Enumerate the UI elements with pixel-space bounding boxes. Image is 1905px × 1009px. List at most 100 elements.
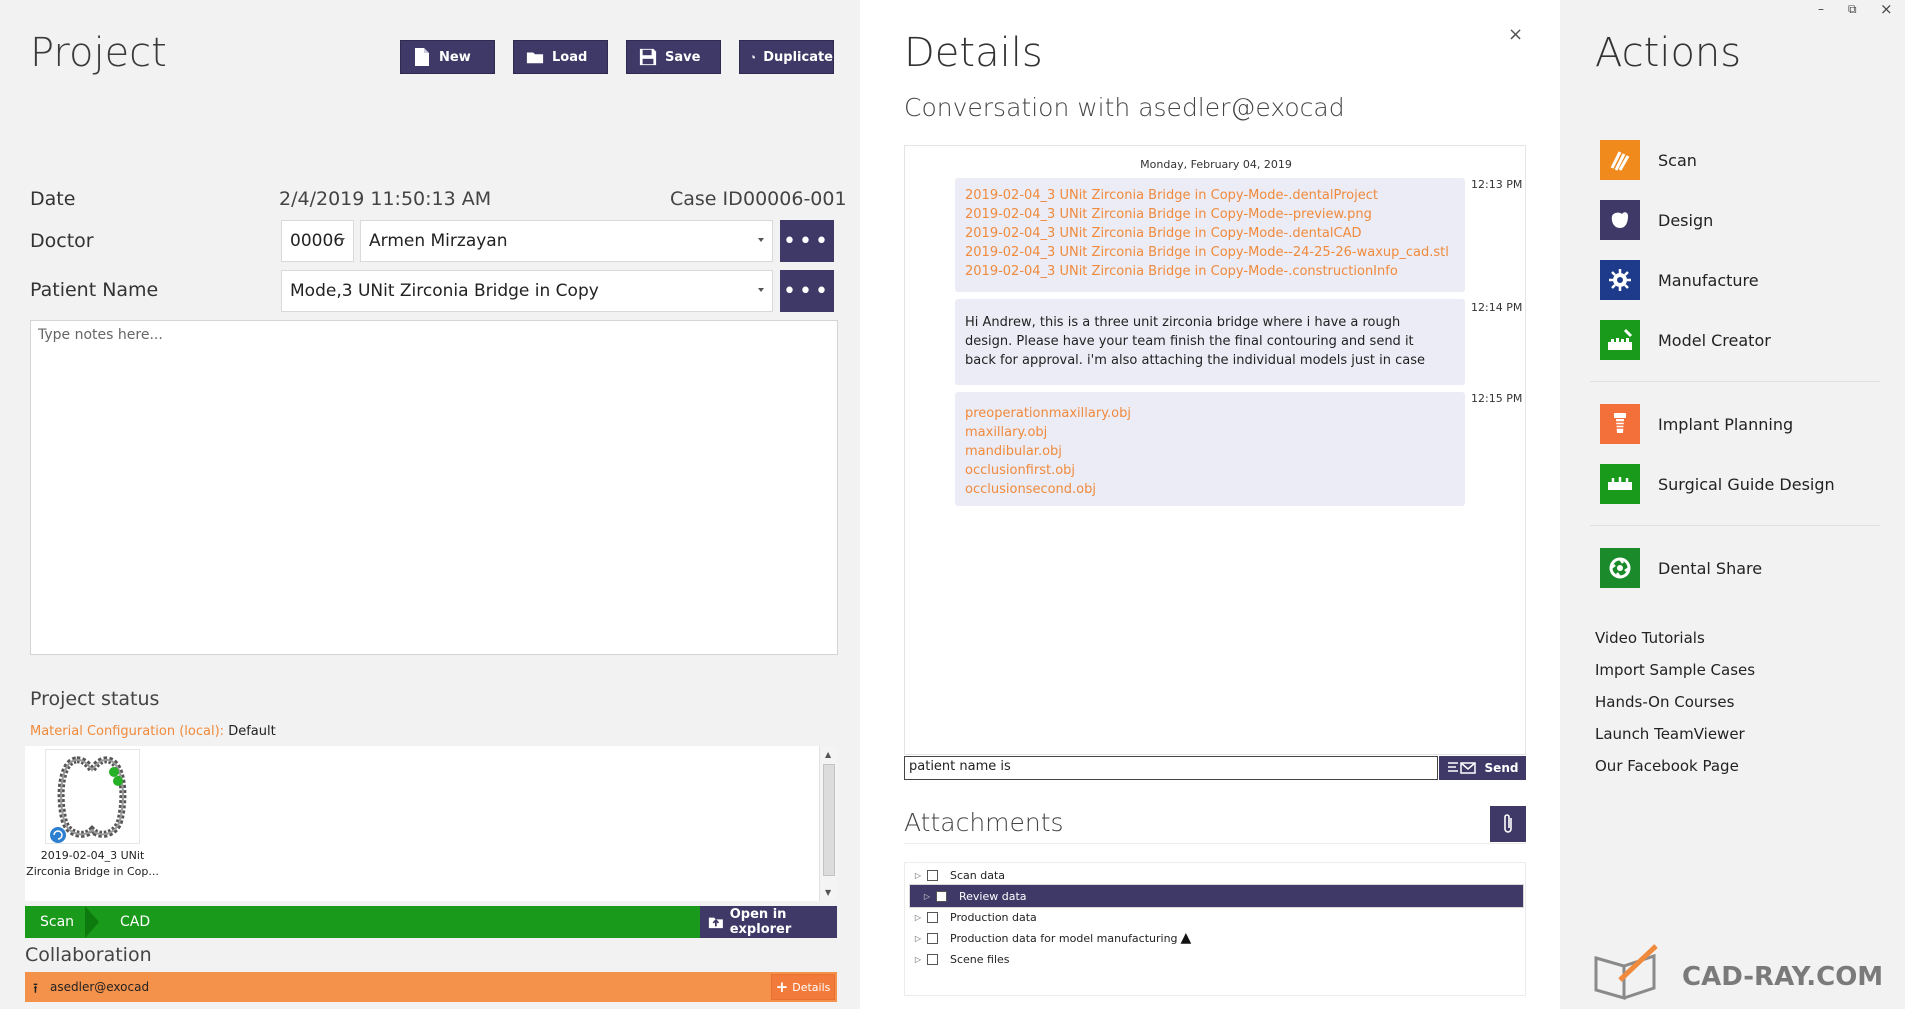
message-bubble: 2019-02-04_3 UNit Zirconia Bridge in Cop… [955, 178, 1465, 292]
expand-icon[interactable]: ▷ [914, 870, 922, 880]
attachment-row-review-data[interactable]: ▷ Review data [909, 884, 1524, 908]
load-button[interactable]: Load [513, 40, 608, 74]
brand-watermark: CAD-RAY.COM [1590, 940, 1890, 1002]
expand-icon[interactable]: ▷ [914, 933, 922, 943]
case-id-label: Case ID [670, 188, 743, 210]
checkbox[interactable] [927, 869, 938, 881]
brand-logo-icon [1594, 944, 1658, 1000]
expand-icon[interactable]: ▷ [914, 954, 922, 964]
hands-on-courses-link[interactable]: Hands-On Courses [1595, 693, 1735, 711]
notes-textarea[interactable]: Type notes here... [30, 320, 838, 655]
attachment-link[interactable]: 2019-02-04_3 UNit Zirconia Bridge in Cop… [965, 188, 1378, 203]
date-label: Date [30, 188, 76, 210]
action-manufacture[interactable]: Manufacture [1600, 260, 1890, 300]
thumbnails-scrollbar[interactable]: ▲ ▼ [819, 746, 837, 901]
scroll-up-icon[interactable]: ▲ [825, 750, 832, 759]
attachment-row-scan-data[interactable]: ▷ Scan data [909, 863, 1524, 887]
status-step-cad[interactable]: CAD [120, 914, 151, 930]
attachment-link[interactable]: 2019-02-04_3 UNit Zirconia Bridge in Cop… [965, 207, 1372, 222]
material-config-value: Default [228, 724, 276, 739]
project-thumbnail[interactable]: 2019-02-04_3 UNit Zirconia Bridge in Cop… [25, 746, 165, 896]
expand-icon[interactable]: ▷ [914, 912, 922, 922]
action-dental-share[interactable]: Dental Share [1600, 548, 1890, 588]
model-creator-icon [1600, 320, 1640, 360]
message-time: 12:15 PM [1471, 392, 1523, 405]
doctor-label: Doctor [30, 230, 94, 252]
checkbox[interactable] [927, 953, 938, 965]
doctor-code-select[interactable]: 00006 [281, 220, 354, 262]
message-input[interactable]: patient name is [904, 756, 1438, 780]
save-icon [639, 48, 657, 66]
attachments-divider [904, 843, 1526, 844]
project-thumbnails: 2019-02-04_3 UNit Zirconia Bridge in Cop… [25, 746, 837, 901]
close-details-icon[interactable]: × [1508, 24, 1524, 45]
message-bubble: Hi Andrew, this is a three unit zirconia… [955, 299, 1465, 385]
design-icon [1600, 200, 1640, 240]
attachment-link[interactable]: occlusionsecond.obj [965, 482, 1096, 497]
checkbox[interactable] [936, 890, 947, 902]
scrollbar-thumb[interactable] [823, 764, 835, 876]
attachment-link[interactable]: maxillary.obj [965, 425, 1048, 440]
attachment-link[interactable]: occlusionfirst.obj [965, 463, 1076, 478]
new-button[interactable]: New [400, 40, 495, 74]
paperclip-icon [1504, 814, 1512, 833]
message-text: back for approval. i'm also attaching th… [965, 353, 1426, 368]
attachment-link[interactable]: mandibular.obj [965, 444, 1062, 459]
conversation-view[interactable]: Monday, February 04, 2019 2019-02-04_3 U… [904, 145, 1526, 755]
collaboration-details-button[interactable]: + Details [771, 974, 835, 1000]
brand-text: CAD-RAY.COM [1682, 962, 1884, 992]
manufacture-icon [1600, 260, 1640, 300]
dental-arch-graphic [50, 756, 127, 843]
save-button[interactable]: Save [626, 40, 721, 74]
patient-more-button[interactable]: ••• [780, 270, 834, 312]
action-surgical-guide-design[interactable]: Surgical Guide Design [1600, 464, 1890, 504]
doctor-more-button[interactable]: ••• [780, 220, 834, 262]
import-sample-cases-link[interactable]: Import Sample Cases [1595, 661, 1756, 679]
facebook-page-link[interactable]: Our Facebook Page [1595, 757, 1739, 775]
patient-name-select[interactable]: Mode,3 UNit Zirconia Bridge in Copy [281, 270, 773, 312]
attachment-link[interactable]: 2019-02-04_3 UNit Zirconia Bridge in Cop… [965, 245, 1449, 260]
chevron-down-icon [758, 288, 764, 292]
window-close-icon[interactable]: × [1880, 0, 1893, 18]
conversation-subtitle: Conversation with asedler@exocad [904, 93, 1345, 122]
patient-name-label: Patient Name [30, 279, 159, 301]
collaboration-user: asedler@exocad [50, 980, 150, 994]
open-in-explorer-button[interactable]: Open in explorer [700, 906, 837, 938]
action-scan[interactable]: Scan [1600, 140, 1890, 180]
actions-separator [1590, 381, 1880, 382]
attachment-row-scene-files[interactable]: ▷ Scene files [909, 947, 1524, 971]
attachment-row-production-model-data[interactable]: ▷ Production data for model manufacturing… [909, 926, 1524, 950]
action-implant-planning[interactable]: Implant Planning [1600, 404, 1890, 444]
collaboration-bar[interactable]: ⭱ asedler@exocad + Details [25, 972, 837, 1002]
send-button[interactable]: Send [1439, 756, 1526, 780]
minimize-icon[interactable]: – [1818, 2, 1824, 16]
surgical-guide-icon [1600, 464, 1640, 504]
action-design[interactable]: Design [1600, 200, 1890, 240]
action-model-creator[interactable]: Model Creator [1600, 320, 1890, 360]
chevron-down-icon [758, 238, 764, 242]
scan-icon [1600, 140, 1640, 180]
launch-teamviewer-link[interactable]: Launch TeamViewer [1595, 725, 1745, 743]
scroll-down-icon[interactable]: ▼ [825, 888, 832, 897]
date-value: 2/4/2019 11:50:13 AM [279, 188, 492, 210]
video-tutorials-link[interactable]: Video Tutorials [1595, 629, 1705, 647]
step-separator-icon [85, 906, 99, 938]
restore-icon[interactable]: ⧉ [1848, 2, 1857, 16]
attachment-link[interactable]: 2019-02-04_3 UNit Zirconia Bridge in Cop… [965, 226, 1362, 241]
thumbnail-caption: 2019-02-04_3 UNit Zirconia Bridge in Cop… [26, 849, 159, 878]
checkbox[interactable] [927, 932, 938, 944]
details-title: Details [904, 30, 1043, 76]
doctor-name-select[interactable]: Armen Mirzayan [360, 220, 773, 262]
case-id-value: 00006-001 [743, 188, 847, 210]
add-attachment-button[interactable] [1490, 806, 1526, 842]
duplicate-button[interactable]: Duplicate [739, 40, 834, 74]
attachment-link[interactable]: 2019-02-04_3 UNit Zirconia Bridge in Cop… [965, 264, 1398, 279]
attachment-row-production-data[interactable]: ▷ Production data [909, 905, 1524, 929]
expand-icon[interactable]: ▷ [923, 891, 931, 901]
message-text: Hi Andrew, this is a three unit zirconia… [965, 315, 1401, 330]
actions-title: Actions [1595, 30, 1742, 76]
checkbox[interactable] [927, 911, 938, 923]
attachment-link[interactable]: preoperationmaxillary.obj [965, 406, 1131, 421]
attachments-tree: ▷ Scan data ▷ Review data ▷ Production data… [904, 862, 1526, 996]
status-step-scan[interactable]: Scan [40, 914, 75, 930]
